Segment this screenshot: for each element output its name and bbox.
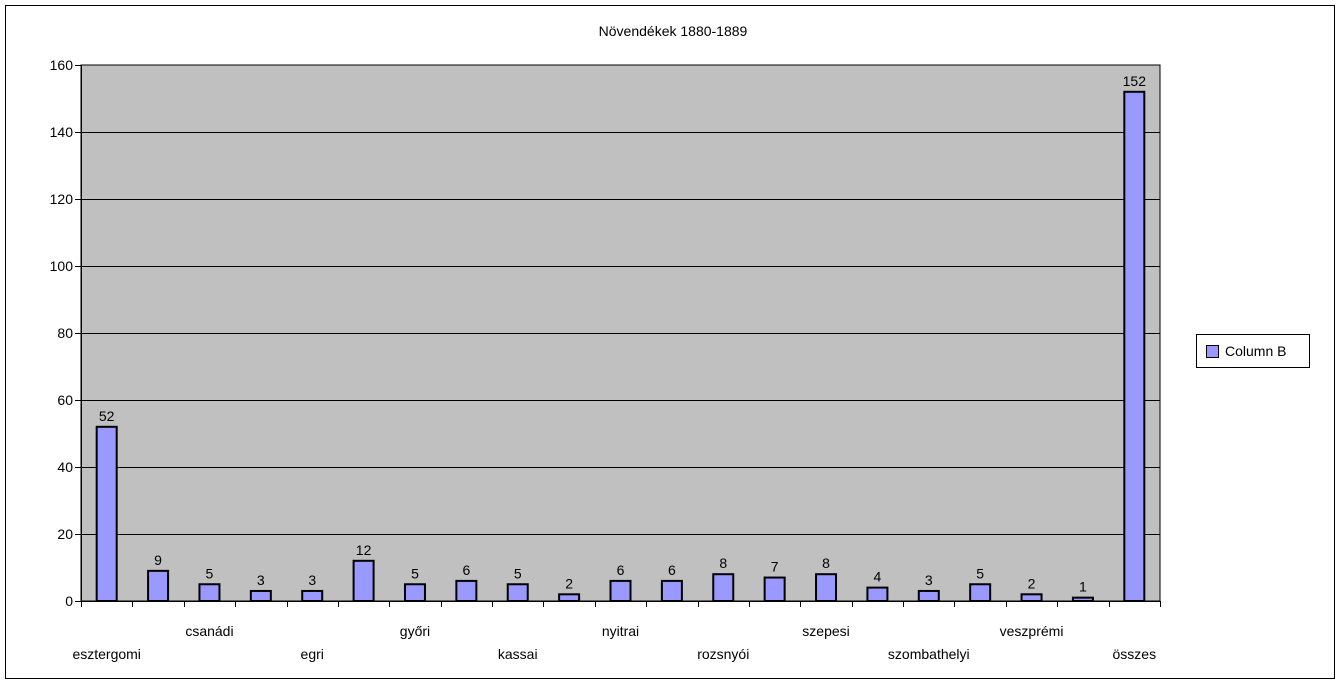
data-label: 3 — [257, 572, 265, 588]
bar — [403, 583, 426, 602]
data-label: 1 — [1079, 579, 1087, 595]
chart-title: Növendékek 1880-1889 — [599, 23, 748, 39]
data-label: 5 — [411, 565, 419, 581]
data-label: 6 — [462, 562, 470, 578]
bar — [1071, 596, 1094, 603]
chart-frame: Növendékek 1880-1889 0 20 40 60 80 100 120 140 1… — [5, 5, 1335, 679]
x-tick-label: szepesi — [802, 623, 849, 639]
x-tick-label: csanádi — [185, 623, 233, 639]
bar — [455, 579, 478, 603]
data-label: 8 — [719, 555, 727, 571]
bar — [609, 579, 632, 603]
bar — [506, 583, 529, 602]
bar — [249, 589, 272, 603]
y-tick-label: 60 — [57, 392, 73, 408]
x-tick-label: győri — [400, 623, 430, 639]
y-tick-label: 40 — [57, 459, 73, 475]
data-label: 5 — [514, 565, 522, 581]
legend-swatch — [1206, 344, 1219, 358]
data-label: 152 — [1123, 73, 1147, 89]
y-tick-label: 0 — [65, 593, 73, 609]
bar — [1123, 90, 1146, 603]
y-tick-label: 140 — [50, 124, 74, 140]
y-tick-label: 160 — [50, 57, 74, 73]
bar — [660, 579, 683, 603]
data-label: 5 — [206, 565, 214, 581]
data-label: 5 — [976, 565, 984, 581]
bar — [917, 589, 940, 603]
bar — [1020, 593, 1043, 602]
data-label: 9 — [154, 552, 162, 568]
bar — [95, 425, 118, 602]
data-label: 2 — [565, 575, 573, 591]
bar — [352, 559, 375, 602]
data-label: 7 — [771, 559, 779, 575]
data-label: 4 — [874, 569, 882, 585]
data-label: 12 — [356, 542, 372, 558]
bar — [558, 593, 581, 602]
x-tick-label: szombathelyi — [888, 646, 970, 662]
bar — [969, 583, 992, 602]
data-label: 3 — [308, 572, 316, 588]
bar — [712, 573, 735, 603]
bar — [815, 573, 838, 603]
data-label: 2 — [1028, 575, 1036, 591]
data-label: 6 — [617, 562, 625, 578]
data-label: 3 — [925, 572, 933, 588]
x-tick-label: rozsnyói — [697, 646, 749, 662]
data-label: 6 — [668, 562, 676, 578]
x-tick-label: egri — [301, 646, 324, 662]
bar-chart: Növendékek 1880-1889 0 20 40 60 80 100 120 140 1… — [50, 23, 1161, 662]
y-tick-label: 120 — [50, 191, 74, 207]
bar — [301, 589, 324, 603]
y-tick-label: 80 — [57, 325, 73, 341]
legend: Column B — [1196, 334, 1310, 368]
y-tick-label: 100 — [50, 258, 74, 274]
y-tick-label: 20 — [57, 526, 73, 542]
data-label: 52 — [99, 408, 115, 424]
bar — [763, 576, 786, 602]
x-tick-label: kassai — [498, 646, 538, 662]
data-label: 8 — [822, 555, 830, 571]
bar — [866, 586, 889, 602]
x-tick-label: esztergomi — [72, 646, 140, 662]
bar — [198, 583, 221, 602]
legend-label: Column B — [1225, 343, 1287, 359]
x-tick-label: veszprémi — [1000, 623, 1064, 639]
x-tick-label: összes — [1113, 646, 1157, 662]
x-tick-label: nyitrai — [602, 623, 639, 639]
bar — [147, 569, 170, 602]
